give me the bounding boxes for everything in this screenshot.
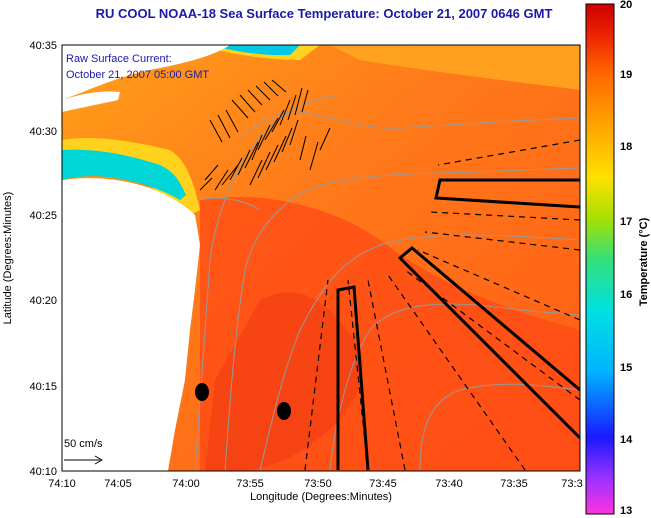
x-tick-label: 73:3 xyxy=(561,478,582,490)
x-axis: 74:10 74:05 74:00 73:55 73:50 73:45 73:4… xyxy=(48,478,582,503)
colorbar-tick: 19 xyxy=(620,69,632,81)
colorbar-scale xyxy=(585,3,615,515)
x-tick-label: 73:50 xyxy=(304,478,332,490)
x-tick-label: 74:00 xyxy=(172,478,200,490)
coastal-band-cyan xyxy=(62,149,186,200)
y-tick-label: 40:20 xyxy=(29,295,57,307)
x-tick-label: 73:35 xyxy=(500,478,528,490)
radar-box-east xyxy=(434,178,580,209)
scale-arrow-head xyxy=(94,455,104,465)
land-staten xyxy=(62,91,120,112)
radar-box-southeast xyxy=(397,246,580,440)
y-tick-label: 40:10 xyxy=(29,466,57,478)
x-tick-label: 74:05 xyxy=(104,478,132,490)
y-axis-label: Latitude (Degrees:Minutes) xyxy=(2,192,14,325)
y-tick-label: 40:25 xyxy=(29,210,57,222)
sst-map xyxy=(62,45,580,471)
page-title: RU COOL NOAA-18 Sea Surface Temperature:… xyxy=(95,6,553,21)
cool-water-north xyxy=(330,45,580,90)
surface-current-vectors xyxy=(199,79,331,191)
colorbar-tick: 14 xyxy=(620,434,633,446)
scale-label: 50 cm/s xyxy=(64,438,103,450)
inlet-shrewsbury xyxy=(148,239,190,256)
current-label-line2: October 21, 2007 05:00 GMT xyxy=(66,69,209,81)
colorbar-tick: 15 xyxy=(620,362,632,374)
warm-water-core xyxy=(205,292,364,471)
colorbar-tick: 13 xyxy=(620,505,632,517)
radar-box-south xyxy=(336,285,370,471)
y-tick-label: 40:35 xyxy=(29,40,57,52)
x-tick-label: 74:10 xyxy=(48,478,76,490)
y-axis: 40:35 40:30 40:25 40:20 40:15 40:10 Lati… xyxy=(2,40,57,478)
x-tick-label: 73:55 xyxy=(236,478,264,490)
colorbar-tick: 17 xyxy=(620,216,632,228)
radar-boxes xyxy=(336,178,580,471)
x-axis-label: Longitude (Degrees:Minutes) xyxy=(250,491,392,503)
x-tick-label: 73:45 xyxy=(369,478,397,490)
land-new-jersey xyxy=(62,178,200,471)
buoy-marker xyxy=(195,383,209,401)
buoy-marker xyxy=(277,402,291,420)
colorbar-tick: 16 xyxy=(620,289,632,301)
colorbar: 20 19 18 17 16 15 14 13 Temperature (°C) xyxy=(585,0,650,517)
northern-shore-cyan xyxy=(210,45,300,56)
x-tick-label: 73:40 xyxy=(435,478,463,490)
colorbar-label: Temperature (°C) xyxy=(638,217,650,306)
colorbar-tick: 18 xyxy=(620,141,632,153)
plot-frame xyxy=(61,44,581,472)
y-tick-label: 40:30 xyxy=(29,126,57,138)
current-label-line1: Raw Surface Current: xyxy=(66,53,172,65)
y-tick-label: 40:15 xyxy=(29,381,57,393)
land-north xyxy=(62,45,230,100)
colorbar-tick: 20 xyxy=(620,0,632,11)
